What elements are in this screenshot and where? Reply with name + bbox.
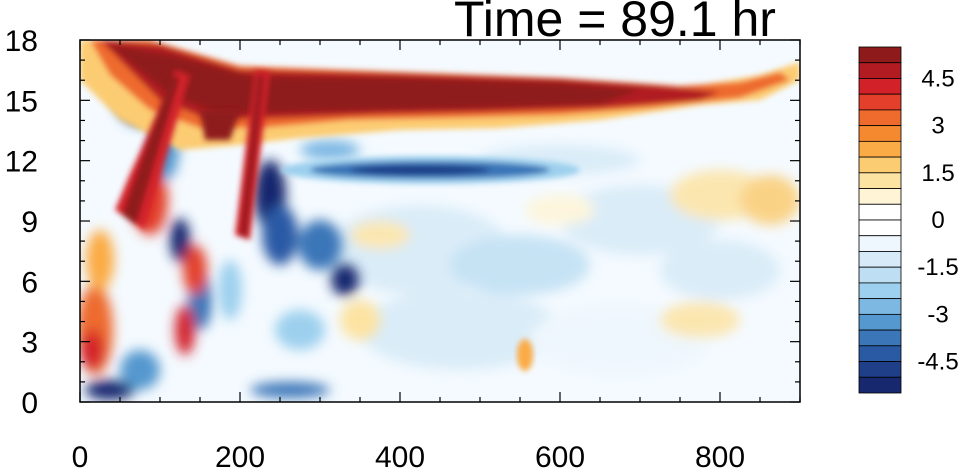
y-tick-label: 3: [21, 327, 38, 360]
colorbar-label: 3: [931, 113, 944, 140]
colorbar-swatch: [858, 376, 902, 394]
x-tick-label: 200: [215, 441, 265, 473]
colorbar-swatch: [858, 203, 902, 221]
colorbar-label: 1.5: [921, 160, 954, 187]
colorbar: 4.5 3 1.5 0 -1.5 -3 -4.5: [858, 46, 959, 394]
colorbar-swatch: [858, 361, 902, 378]
x-tick-label: 400: [375, 441, 425, 473]
colorbar-swatch: [858, 62, 902, 79]
x-tick-label: 0: [72, 441, 89, 473]
colorbar-swatch: [858, 266, 902, 284]
y-tick-label: 9: [21, 206, 38, 239]
colorbar-label: 4.5: [921, 65, 954, 92]
colorbar-label: -3: [927, 301, 948, 328]
colorbar-swatch: [858, 140, 902, 158]
oblique-warm-stripes: [115, 70, 270, 240]
chart-title: Time = 89.1 hr: [454, 0, 776, 47]
y-tick-label: 18: [5, 25, 38, 58]
colorbar-swatch: [858, 219, 902, 237]
background-patches: [330, 145, 800, 375]
y-axis: 0 3 6 9 12 15 18: [5, 25, 800, 420]
y-tick-label: 0: [21, 387, 38, 420]
colorbar-swatch: [858, 172, 902, 189]
colorbar-swatch: [858, 345, 902, 362]
colorbar-swatch: [858, 329, 902, 347]
colorbar-swatch: [858, 282, 902, 300]
x-tick-label: 800: [695, 441, 745, 473]
colorbar-swatch: [858, 156, 902, 174]
colorbar-swatch: [858, 109, 902, 127]
colorbar-swatch: [858, 313, 902, 331]
y-tick-label: 15: [5, 85, 38, 118]
y-tick-label: 6: [21, 266, 38, 299]
colorbar-swatch: [858, 235, 902, 252]
colorbar-swatch: [858, 125, 902, 142]
x-axis: 0 200 400 600 800: [72, 40, 801, 473]
x-tick-label: 600: [535, 441, 585, 473]
column-blue-regions: [218, 140, 380, 398]
colorbar-swatch: [858, 298, 902, 315]
colorbar-swatch: [858, 78, 902, 95]
colorbar-label: 0: [931, 207, 944, 234]
colorbar-label: -4.5: [917, 349, 958, 376]
heatmap-field: [80, 40, 800, 402]
colorbar-swatch: [858, 93, 902, 111]
colorbar-label: -1.5: [917, 254, 958, 281]
colorbar-swatch: [858, 188, 902, 205]
small-warm-spot: [517, 339, 533, 371]
colorbar-swatch: [858, 46, 902, 64]
blue-band-below-warm: [280, 156, 580, 184]
y-tick-label: 12: [5, 146, 38, 179]
colorbar-swatch: [858, 251, 902, 268]
